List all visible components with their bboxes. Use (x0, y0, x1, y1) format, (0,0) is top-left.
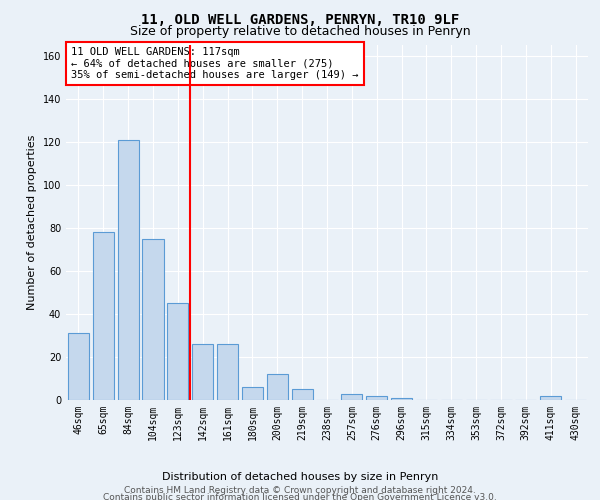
Bar (217, 344, 238, 400)
Bar (192, 344, 213, 400)
Bar (68, 334, 89, 400)
Bar (167, 303, 188, 400)
Bar (366, 396, 387, 400)
Text: Contains public sector information licensed under the Open Government Licence v3: Contains public sector information licen… (103, 494, 497, 500)
Bar (142, 238, 164, 400)
Bar (93, 232, 114, 400)
Bar (540, 396, 561, 400)
Text: Distribution of detached houses by size in Penryn: Distribution of detached houses by size … (162, 472, 438, 482)
Bar (242, 387, 263, 400)
Bar (292, 389, 313, 400)
Text: 11 OLD WELL GARDENS: 117sqm
← 64% of detached houses are smaller (275)
35% of se: 11 OLD WELL GARDENS: 117sqm ← 64% of det… (71, 47, 359, 80)
Bar (341, 394, 362, 400)
Bar (267, 374, 288, 400)
Y-axis label: Number of detached properties: Number of detached properties (27, 135, 37, 310)
Text: Size of property relative to detached houses in Penryn: Size of property relative to detached ho… (130, 25, 470, 38)
Bar (118, 140, 139, 400)
Text: 11, OLD WELL GARDENS, PENRYN, TR10 9LF: 11, OLD WELL GARDENS, PENRYN, TR10 9LF (141, 12, 459, 26)
Text: Contains HM Land Registry data © Crown copyright and database right 2024.: Contains HM Land Registry data © Crown c… (124, 486, 476, 495)
Bar (391, 398, 412, 400)
